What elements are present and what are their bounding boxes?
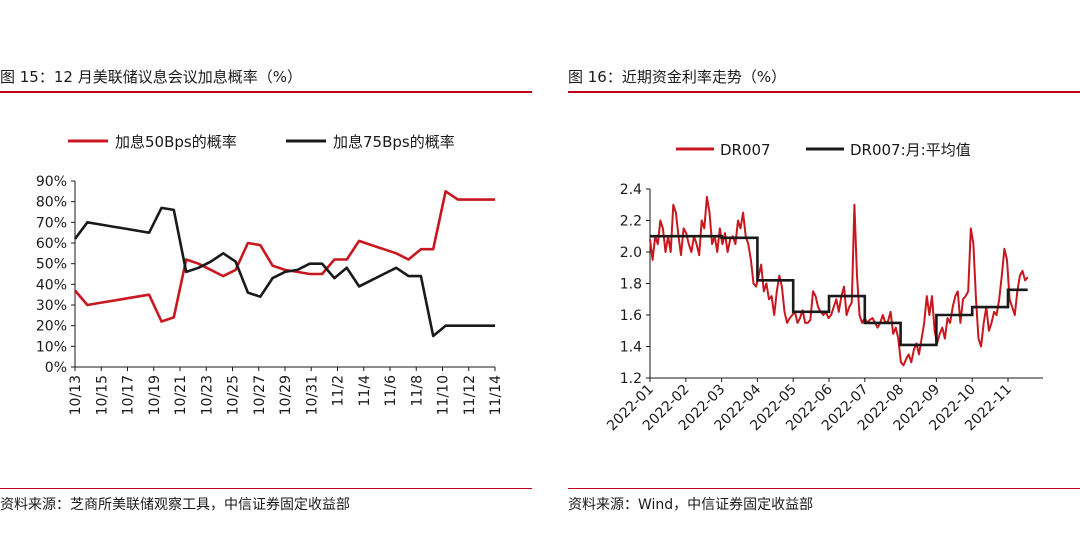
legend-label: 加息50Bps的概率 — [115, 133, 237, 151]
x-tick-label: 10/31 — [304, 375, 320, 415]
x-tick-label: 11/10 — [436, 375, 452, 415]
x-tick-label: 11/4 — [357, 375, 373, 407]
series-line-50bps — [74, 190, 495, 323]
title-rule — [568, 91, 1080, 93]
y-tick-label: 60% — [36, 236, 67, 252]
series-line-75bps — [73, 206, 495, 338]
panel-funding-rate: 图 16：近期资金利率走势（%） DR007 DR007:月:平均值 1.2 1.4 1… — [568, 0, 1080, 547]
y-tick-label: 10% — [36, 339, 67, 355]
y-tick-label: 1.6 — [620, 308, 642, 324]
source-rule — [0, 488, 532, 489]
x-tick-label: 11/6 — [383, 375, 399, 407]
x-tick-label: 10/29 — [278, 375, 294, 415]
y-tick-label: 70% — [36, 215, 67, 231]
chart-title: 图 16：近期资金利率走势（%） — [568, 68, 787, 86]
chart-title: 图 15：12 月美联储议息会议加息概率（%） — [0, 68, 302, 86]
x-tick-label: 11/2 — [331, 375, 347, 406]
source-rule — [568, 488, 1080, 489]
y-tick-label: 80% — [36, 195, 67, 211]
x-tick-label: 11/8 — [409, 375, 425, 406]
y-tick-label: 2.0 — [620, 245, 642, 261]
y-tick-label: 30% — [36, 298, 67, 314]
x-tick-label: 10/23 — [199, 375, 215, 415]
legend-label: 加息75Bps的概率 — [333, 133, 455, 151]
y-tick-label: 1.2 — [620, 371, 642, 387]
y-tick-label: 20% — [36, 319, 67, 335]
legend-label: DR007:月:平均值 — [850, 141, 971, 159]
y-tick-label: 2.2 — [620, 214, 642, 230]
x-tick-label: 10/21 — [173, 375, 189, 415]
x-tick-label: 10/17 — [121, 375, 137, 415]
y-tick-label: 1.4 — [620, 340, 642, 356]
x-tick-label: 10/27 — [252, 375, 268, 415]
legend-label: DR007 — [720, 141, 771, 159]
x-tick-label: 11/14 — [488, 375, 504, 415]
y-tick-label: 90% — [36, 174, 67, 190]
x-tick-label: 10/15 — [94, 375, 110, 415]
hike-probability-chart: 加息50Bps的概率 加息75Bps的概率 0% 10% 20% 30% 40% 50% 60%… — [36, 133, 504, 415]
title-rule — [0, 91, 532, 93]
y-tick-label: 50% — [36, 257, 67, 273]
funding-rate-chart: DR007 DR007:月:平均值1.21.41.61.82.02.22.4202… — [604, 141, 1043, 434]
panel-fed-hike-probability: 图 15：12 月美联储议息会议加息概率（%） 加息50Bps的概率 加息75Bp… — [0, 0, 532, 547]
series-line-monthly-average — [650, 234, 1028, 347]
y-tick-label: 2.4 — [620, 182, 642, 198]
y-tick-label: 0% — [45, 360, 67, 376]
x-tick-label: 10/19 — [147, 375, 163, 415]
x-tick-label: 11/12 — [462, 375, 478, 415]
series-line-dr007 — [649, 195, 1029, 367]
x-tick-label: 10/25 — [226, 375, 242, 415]
y-tick-label: 1.8 — [620, 277, 642, 293]
source-note: 资料来源：芝商所美联储观察工具，中信证券固定收益部 — [0, 497, 350, 513]
x-tick-label: 10/13 — [68, 375, 84, 415]
y-tick-label: 40% — [36, 277, 67, 293]
source-note: 资料来源：Wind，中信证券固定收益部 — [568, 497, 814, 513]
